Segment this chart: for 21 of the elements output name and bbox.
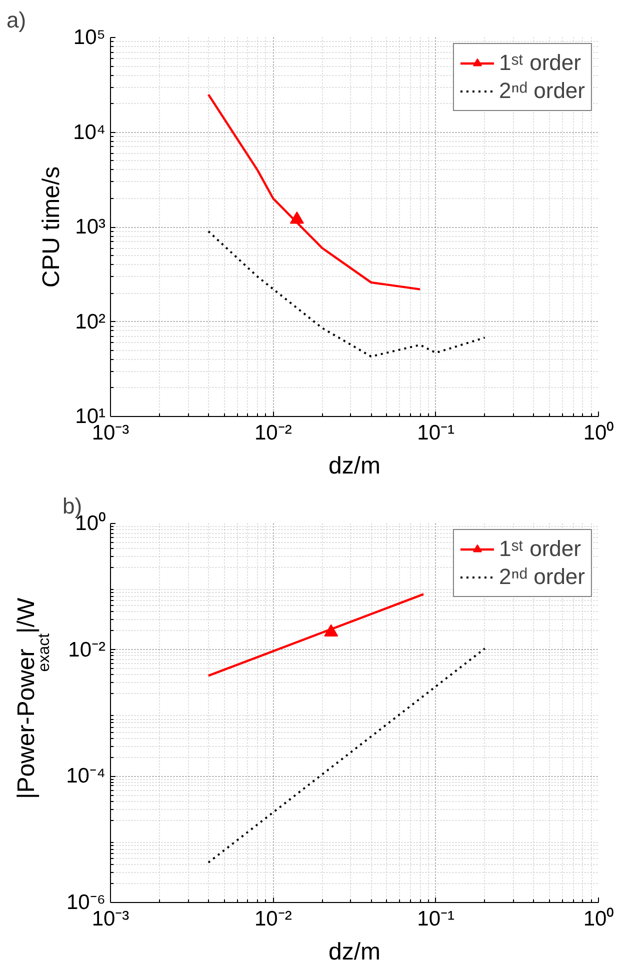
y-tick-label: 10⁴ xyxy=(73,120,106,144)
legend-label: 2ⁿᵈ order xyxy=(498,564,585,590)
x-tick-label: 10⁻¹ xyxy=(417,422,455,444)
x-axis-title: dz/m xyxy=(328,938,381,966)
x-tick-label: 10⁻² xyxy=(254,908,292,930)
x-axis-title: dz/m xyxy=(328,452,381,480)
chart-title: a) xyxy=(6,8,26,32)
y-tick-label: 10⁻² xyxy=(68,638,106,662)
x-tick-label: 10⁻¹ xyxy=(417,908,455,930)
y-tick-label: 10⁻⁴ xyxy=(66,764,106,788)
y-tick-label: 10⁵ xyxy=(73,26,106,49)
x-tick-label: 10⁰ xyxy=(583,908,614,930)
y-tick-label: 10³ xyxy=(75,216,106,238)
legend-label: 1ˢᵗ order xyxy=(498,50,581,76)
x-tick-label: 10⁻² xyxy=(254,422,292,444)
y-axis-title: CPU time/s xyxy=(38,166,66,288)
y-tick-label: 10² xyxy=(75,310,106,334)
legend-label: 2ⁿᵈ order xyxy=(498,78,585,104)
y-axis-title: |Power-Powerexact|/W xyxy=(13,598,53,800)
legend-label: 1ˢᵗ order xyxy=(498,536,581,562)
x-tick-label: 10⁰ xyxy=(583,422,614,444)
